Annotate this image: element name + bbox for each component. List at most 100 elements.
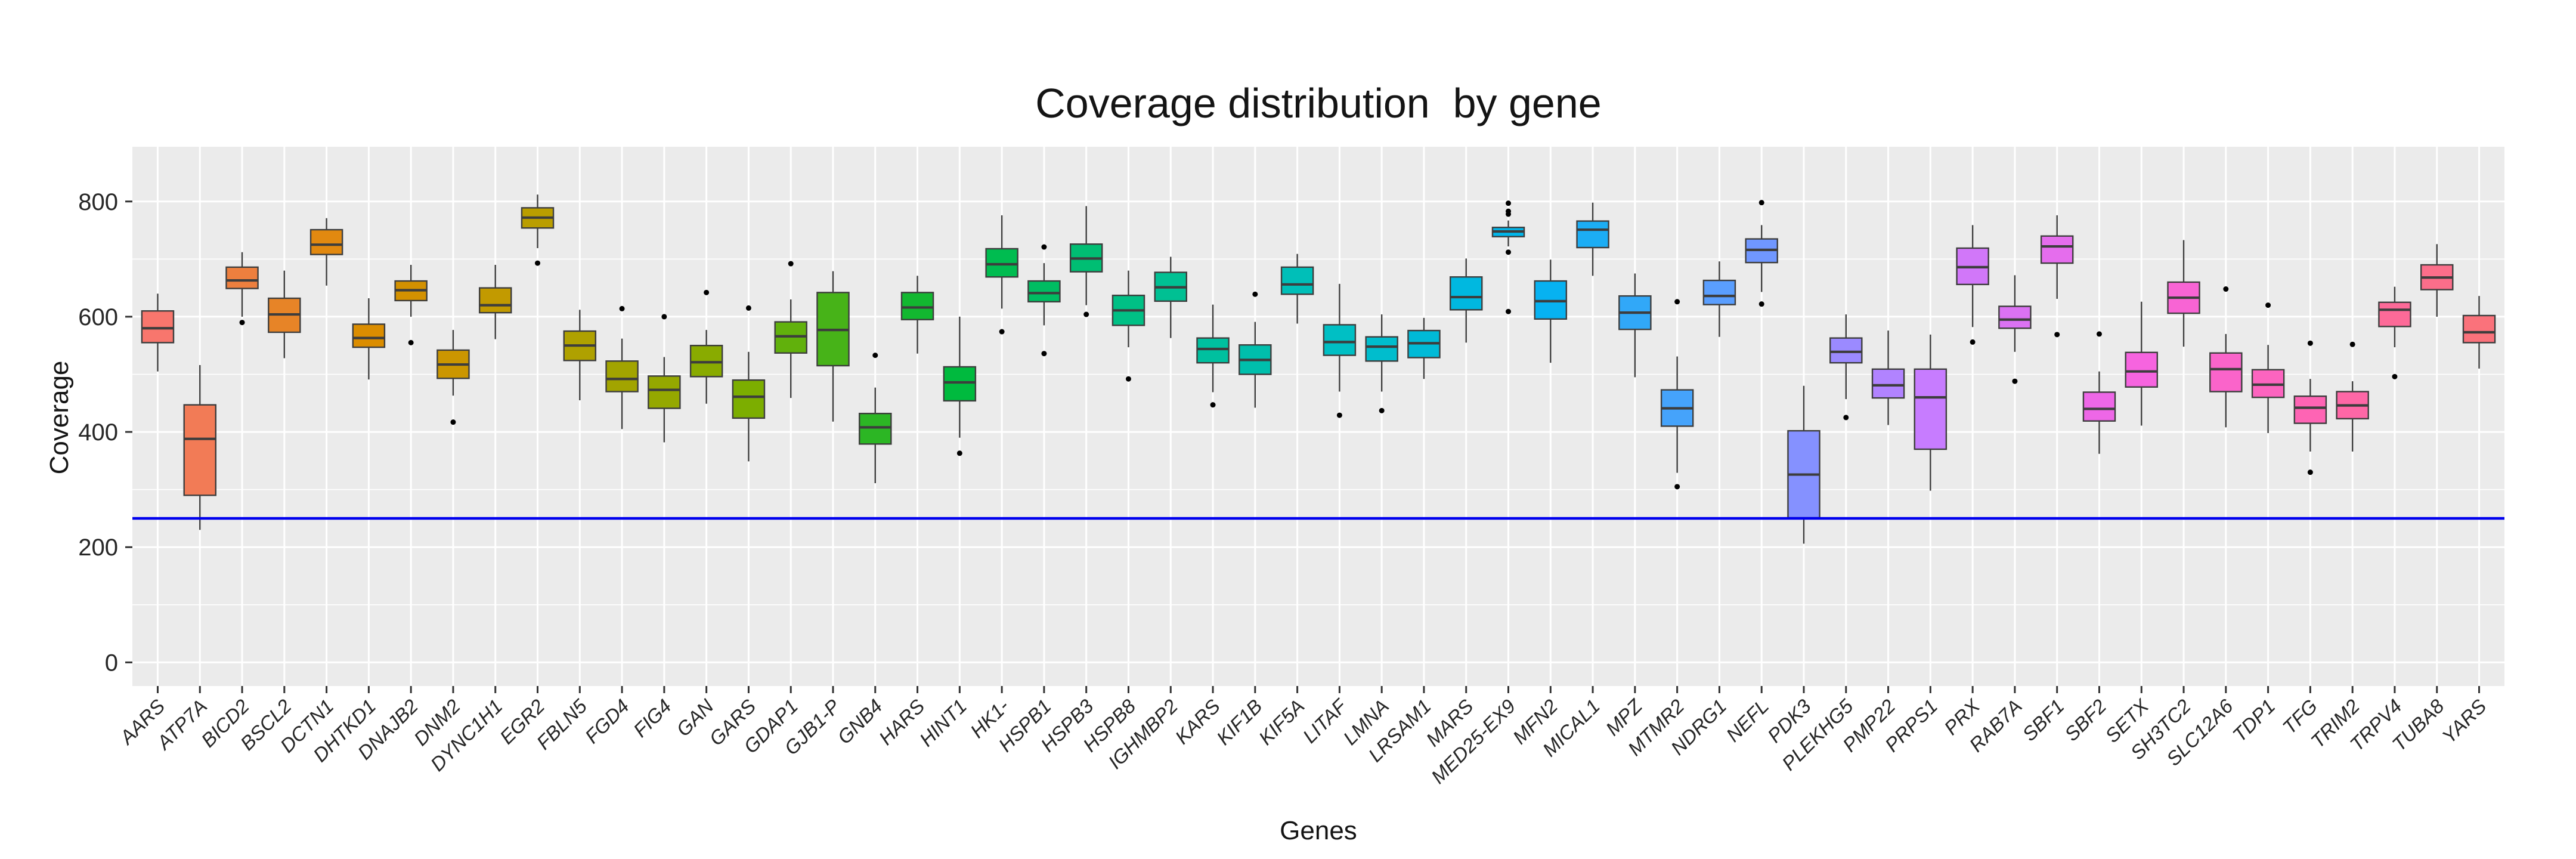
outlier-point	[1506, 308, 1512, 314]
box	[1702, 279, 1736, 305]
boxplot-HARS	[900, 276, 934, 354]
boxplot-GARS	[732, 305, 766, 462]
box	[225, 266, 259, 289]
box	[1871, 368, 1905, 399]
boxplot-KIF5A	[1280, 254, 1314, 324]
boxplot-TFG	[2293, 340, 2327, 475]
y-tick-label: 800	[78, 189, 118, 215]
outlier-point	[2307, 340, 2313, 346]
x-tick-label: FGD4	[581, 695, 633, 747]
x-tick-label: SBF1	[2018, 695, 2069, 746]
boxplot-IGHMBP2	[1154, 257, 1188, 338]
box	[2293, 395, 2327, 424]
outlier-point	[661, 314, 667, 320]
boxplot-HK1-	[985, 215, 1018, 335]
boxplot-BICD2	[225, 252, 259, 326]
boxplot-AARS	[141, 293, 175, 372]
boxplot-LITAF	[1323, 283, 1357, 418]
boxplot-EGR2	[521, 194, 555, 266]
box	[1576, 220, 1609, 249]
boxplot-PRX	[1956, 225, 1989, 345]
x-tick-label: NEFL	[1722, 695, 1773, 746]
boxplot-TDP1	[2251, 302, 2285, 434]
boxplot-HSPB3	[1069, 206, 1103, 317]
outlier-point	[619, 305, 625, 311]
boxplot-PMP22	[1871, 330, 1905, 425]
outlier-point	[1506, 208, 1512, 214]
boxplot-DNM2	[436, 330, 470, 425]
outlier-point	[1506, 200, 1512, 206]
boxplot-SBF1	[2040, 215, 2074, 338]
outlier-point	[2392, 373, 2398, 379]
box	[1449, 276, 1483, 311]
box	[605, 360, 639, 393]
box	[2462, 314, 2496, 344]
boxplot-YARS	[2462, 296, 2496, 369]
outlier-point	[2012, 378, 2018, 384]
outlier-point	[1125, 376, 1131, 382]
box	[1998, 305, 2032, 329]
y-tick-label: 200	[78, 534, 118, 561]
boxplot-GDAP1	[774, 261, 807, 398]
boxplot-MFN2	[1534, 259, 1568, 363]
box	[183, 404, 216, 496]
y-tick-label: 400	[78, 419, 118, 446]
x-tick-label: KIF5A	[1255, 695, 1309, 749]
box	[141, 310, 175, 344]
outlier-point	[2223, 286, 2229, 292]
outlier-point	[1083, 311, 1089, 317]
x-tick-label: SBF2	[2060, 695, 2111, 746]
boxplot-LMNA	[1365, 314, 1398, 413]
outlier-point	[788, 261, 794, 267]
boxplot-GJB1-P	[816, 271, 850, 422]
box	[859, 412, 892, 445]
boxplot-DYNC1H1	[478, 264, 512, 339]
boxplot-SH3TC2	[2167, 240, 2200, 347]
outlier-point	[1041, 351, 1047, 357]
outlier-point	[2349, 341, 2355, 347]
x-tick-label: HINT1	[915, 695, 971, 751]
boxplot-SBF2	[2082, 331, 2116, 454]
chart-title: Coverage distribution by gene	[1035, 80, 1602, 126]
box	[1365, 336, 1398, 362]
box	[1280, 266, 1314, 295]
outlier-point	[535, 260, 541, 266]
boxplot-MPZ	[1618, 273, 1652, 378]
y-tick-label: 0	[105, 650, 118, 676]
outlier-point	[1252, 291, 1258, 297]
box	[1196, 337, 1230, 364]
outlier-point	[872, 353, 878, 359]
boxplot-MED25-EX9	[1491, 200, 1525, 314]
boxplot-TUBA8	[2420, 244, 2454, 317]
y-axis-title: Coverage	[45, 360, 74, 475]
boxplot-TRPV4	[2378, 286, 2411, 379]
boxplot-NDRG1	[1702, 261, 1736, 337]
x-tick-label: KARS	[1171, 695, 1224, 749]
x-tick-label: LITAF	[1298, 694, 1351, 747]
box	[648, 375, 681, 409]
outlier-point	[1041, 244, 1047, 250]
boxplot-RAB7A	[1998, 275, 2032, 384]
x-tick-label: TDP1	[2228, 695, 2280, 746]
box	[2209, 352, 2243, 393]
box	[309, 228, 343, 255]
x-tick-label: YARS	[2438, 695, 2490, 747]
x-tick-label: GNB4	[833, 695, 887, 749]
outlier-point	[1336, 412, 1342, 418]
outlier-point	[1674, 299, 1680, 305]
box	[1914, 368, 1948, 450]
x-tick-label: FIG4	[629, 695, 676, 741]
outlier-point	[956, 450, 962, 456]
box	[900, 292, 934, 320]
outlier-point	[239, 320, 245, 326]
boxplot-SETX	[2125, 301, 2159, 426]
boxplot-BSCL2	[268, 270, 301, 359]
box	[2378, 301, 2411, 327]
box	[732, 379, 766, 419]
box	[352, 323, 386, 348]
boxplot-DCTN1	[309, 218, 343, 286]
outlier-point	[408, 339, 414, 345]
outlier-point	[1970, 339, 1976, 345]
